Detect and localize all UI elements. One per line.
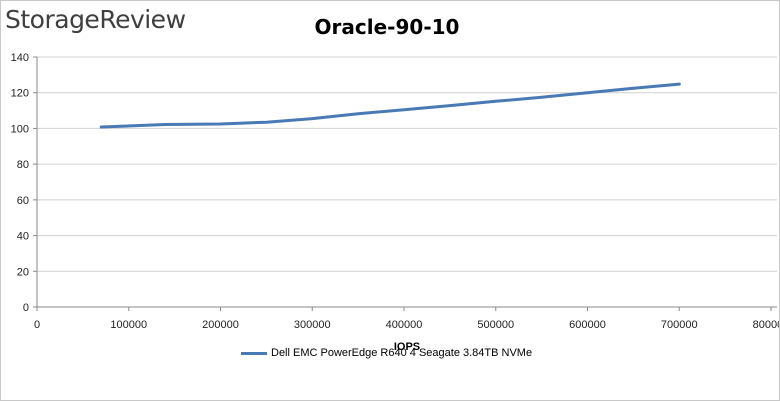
x-tick-label: 100000 <box>110 319 147 331</box>
axes <box>33 56 777 311</box>
y-tick-label: 20 <box>17 266 29 278</box>
y-tick-label: 40 <box>17 231 29 243</box>
x-tick-label: 600000 <box>569 319 606 331</box>
chart-title: Oracle-90-10 <box>314 15 460 39</box>
x-axis-label: IOPS <box>394 341 420 353</box>
legend: Dell EMC PowerEdge R640 4 Seagate 3.84TB… <box>241 347 532 359</box>
gridlines <box>37 56 777 272</box>
x-tick-label: 200000 <box>202 319 239 331</box>
y-tick-label: 120 <box>11 88 29 100</box>
tick-labels: 0 20 40 60 80 100 120 140 0 100000 200000 300000 400… <box>11 52 779 331</box>
legend-swatch <box>241 351 267 355</box>
brand-logo: StorageReview <box>5 5 186 34</box>
legend-label: Dell EMC PowerEdge R640 4 Seagate 3.84TB… <box>271 347 533 359</box>
x-tick-label: 300000 <box>294 319 331 331</box>
y-tick-label: 100 <box>11 123 29 135</box>
y-tick-label: 80 <box>17 159 29 171</box>
y-tick-label: 0 <box>23 302 29 314</box>
x-tick-label: 0 <box>34 319 40 331</box>
y-tick-label: 60 <box>17 195 29 207</box>
series-layer <box>99 82 681 129</box>
y-tick-label: 140 <box>11 52 29 64</box>
series-line <box>99 82 681 129</box>
x-tick-label: 400000 <box>386 319 423 331</box>
x-tick-label: 500000 <box>477 319 514 331</box>
x-tick-label: 700000 <box>661 319 698 331</box>
x-tick-label: 800000 <box>753 319 779 331</box>
